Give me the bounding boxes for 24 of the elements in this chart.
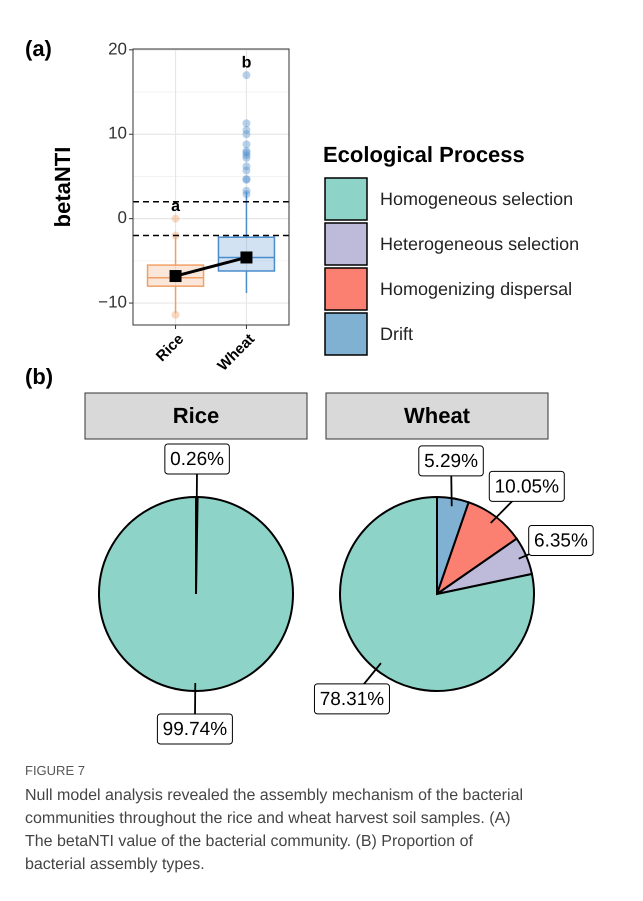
annotation: a xyxy=(171,198,180,215)
chart-subtitle: (b) xyxy=(25,364,54,389)
data-label: 6.35% xyxy=(534,530,588,552)
legend-title: Ecological Process xyxy=(323,142,525,167)
y-tick-label: 20 xyxy=(108,39,127,58)
data-label: 99.74% xyxy=(162,719,228,740)
text: Null model analysis revealed the assembly mechanism of the bacterial communities throughout the rice and wheat harvest soil samples. (A) The betaNTI value of the bacterial community. (B) Proportion of bacterial assembly types. xyxy=(25,787,524,873)
data-label: 10.05% xyxy=(494,476,560,498)
legend-label: Homogenizing dispersal xyxy=(380,278,572,299)
legend-label: Heterogeneous selection xyxy=(380,234,580,254)
y-axis-title: betaNTI xyxy=(50,146,75,228)
y-tick-label: −10 xyxy=(98,292,127,312)
data-label: 78.31% xyxy=(320,688,384,710)
chart-title: Rice xyxy=(172,402,220,428)
chart-title: (a) xyxy=(25,36,52,61)
legend-label: Homogeneous selection xyxy=(380,188,574,209)
data-label: 0.26% xyxy=(170,449,224,470)
y-tick-label: 10 xyxy=(108,124,127,143)
legend-label: Drift xyxy=(380,324,413,344)
y-tick-label: 0 xyxy=(118,208,127,228)
data-label: 5.29% xyxy=(424,450,478,472)
caption: FIGURE 7 xyxy=(25,763,85,778)
text: Wheat xyxy=(404,402,471,428)
annotation: b xyxy=(242,54,252,72)
